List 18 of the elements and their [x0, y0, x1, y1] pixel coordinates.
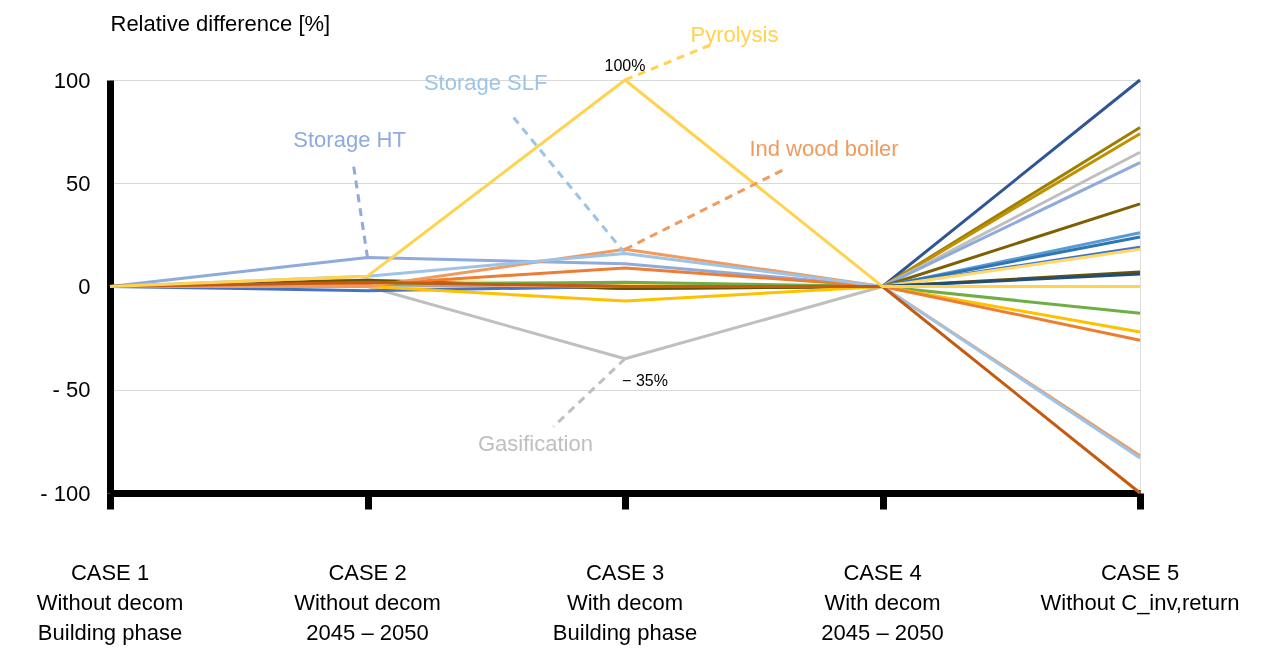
text: Storage HT	[293, 126, 406, 152]
text: Ind wood boiler	[749, 136, 899, 162]
x-tick-label: CASE 3 With decom Building phase	[552, 560, 698, 645]
x-tick-label: CASE 1 Without decom Building phase	[36, 560, 184, 645]
y-axis-title: Relative difference [%]	[110, 10, 331, 36]
x-tick-label: CASE 4 With decom 2045 – 2050	[821, 560, 944, 645]
y-tick-label: 50	[66, 170, 91, 196]
text: Pyrolysis	[690, 22, 779, 47]
data-label: − 35%	[622, 371, 668, 389]
data-label: 100%	[604, 57, 646, 74]
x-tick-label: CASE 5 Without C_inv,return	[1040, 560, 1240, 615]
text: Gasification	[477, 430, 593, 456]
y-tick-label: 0	[78, 274, 91, 299]
x-tick-label: CASE 2 Without decom 2045 – 2050	[294, 560, 441, 645]
y-tick-label: 100	[53, 67, 91, 93]
y-tick-label: - 100	[40, 480, 91, 506]
y-tick-label: - 50	[52, 377, 91, 403]
text: Storage SLF	[423, 70, 548, 96]
